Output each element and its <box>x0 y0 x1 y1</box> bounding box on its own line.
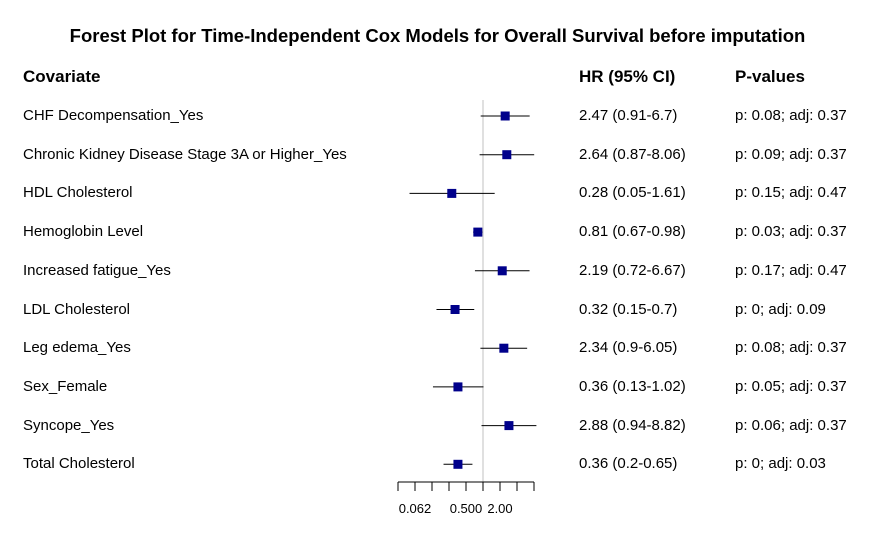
hr-ci-value: 2.88 (0.94-8.82) <box>579 416 686 434</box>
hr-point <box>497 266 507 276</box>
covariate-label: CHF Decompensation_Yes <box>23 107 204 124</box>
covariate-label: Syncope_Yes <box>23 416 115 434</box>
p-value: p: 0; adj: 0.09 <box>735 300 826 318</box>
hr-ci-value: 2.47 (0.91-6.7) <box>579 107 678 124</box>
hr-point <box>500 111 510 121</box>
hr-ci-value: 2.64 (0.87-8.06) <box>579 145 686 163</box>
hr-column-header: HR (95% CI) <box>579 67 676 86</box>
x-tick-label: 2.00 <box>487 501 512 516</box>
covariate-label: Leg edema_Yes <box>23 339 131 357</box>
hr-ci-value: 2.34 (0.9-6.05) <box>579 339 678 357</box>
hr-ci-value: 0.36 (0.13-1.02) <box>579 377 686 395</box>
hr-ci-value: 0.32 (0.15-0.7) <box>579 300 678 318</box>
p-value: p: 0.06; adj: 0.37 <box>735 416 847 434</box>
p-value: p: 0.08; adj: 0.37 <box>735 107 847 124</box>
hr-point <box>502 150 512 160</box>
p-value: p: 0.15; adj: 0.47 <box>735 184 847 202</box>
covariate-label: Chronic Kidney Disease Stage 3A or Highe… <box>23 145 347 163</box>
p-value: p: 0.03; adj: 0.37 <box>735 223 847 241</box>
hr-point <box>447 188 457 198</box>
hr-point <box>453 382 463 392</box>
p-value: p: 0.09; adj: 0.37 <box>735 145 847 163</box>
p-value: p: 0.17; adj: 0.47 <box>735 261 847 279</box>
hr-point <box>473 227 483 237</box>
covariate-label: Sex_Female <box>23 377 108 395</box>
hr-point <box>499 343 509 353</box>
hr-point <box>453 459 463 469</box>
covariate-label: HDL Cholesterol <box>23 184 133 202</box>
covariate-label: Increased fatigue_Yes <box>23 261 171 279</box>
chart-title: Forest Plot for Time-Independent Cox Mod… <box>69 25 806 46</box>
hr-point <box>504 421 514 431</box>
p-value: p: 0.05; adj: 0.37 <box>735 377 847 395</box>
covariate-column-header: Covariate <box>23 67 101 86</box>
hr-ci-value: 0.36 (0.2-0.65) <box>579 455 678 473</box>
p-value: p: 0; adj: 0.03 <box>735 455 826 473</box>
covariate-label: Total Cholesterol <box>23 455 135 473</box>
p-value: p: 0.08; adj: 0.37 <box>735 339 847 357</box>
hr-ci-value: 2.19 (0.72-6.67) <box>579 261 686 279</box>
hr-point <box>450 305 460 314</box>
covariate-label: LDL Cholesterol <box>23 300 130 318</box>
x-tick-label: 0.062 <box>399 501 432 516</box>
hr-ci-value: 0.28 (0.05-1.61) <box>579 184 686 202</box>
hr-ci-value: 0.81 (0.67-0.98) <box>579 223 686 241</box>
p-values-column-header: P-values <box>735 67 805 86</box>
x-tick-label: 0.500 <box>450 501 483 516</box>
covariate-label: Hemoglobin Level <box>23 223 144 241</box>
